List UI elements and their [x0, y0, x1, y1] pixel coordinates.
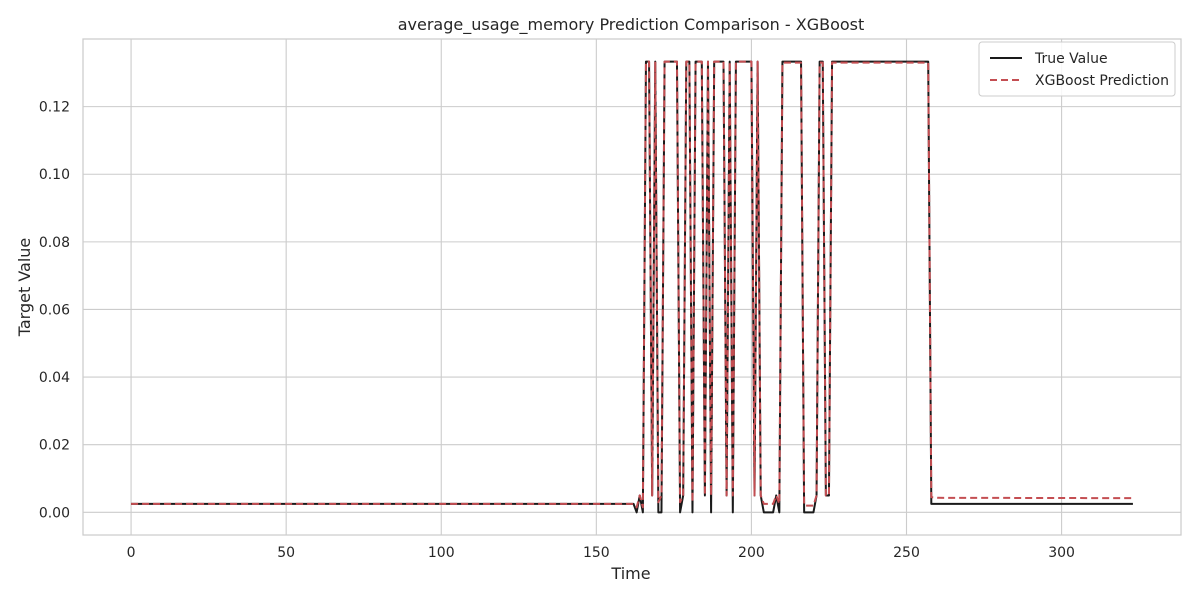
y-tick-label: 0.00: [39, 505, 70, 521]
y-tick-label: 0.12: [39, 100, 70, 116]
x-tick-label: 200: [738, 545, 765, 561]
y-tick-label: 0.08: [39, 235, 70, 251]
x-tick-label: 250: [893, 545, 920, 561]
x-tick-label: 100: [428, 545, 455, 561]
legend-label-true-value: True Value: [1034, 51, 1108, 67]
y-tick-label: 0.02: [39, 438, 70, 454]
chart-title: average_usage_memory Prediction Comparis…: [398, 15, 865, 35]
plot-frame: [82, 38, 1182, 536]
x-tick-label: 0: [127, 545, 136, 561]
x-axis-label: Time: [610, 564, 650, 583]
y-axis-ticks: 0.00 0.02 0.04 0.06 0.08 0.10 0.12: [39, 100, 70, 522]
y-tick-label: 0.06: [39, 302, 70, 318]
series-layer: [131, 60, 1133, 514]
legend-box: [978, 41, 1176, 97]
x-axis-ticks: 0 50 100 150 200 250 300: [127, 545, 1075, 561]
series-line-xgboost-prediction: [131, 60, 1133, 509]
y-tick-label: 0.10: [39, 167, 70, 183]
x-tick-label: 150: [583, 545, 610, 561]
series-line-true-value: [131, 60, 1133, 514]
legend-label-xgboost-prediction: XGBoost Prediction: [1035, 73, 1169, 89]
x-tick-label: 300: [1048, 545, 1075, 561]
grid: [83, 39, 1181, 535]
y-tick-label: 0.04: [39, 370, 70, 386]
x-tick-label: 50: [277, 545, 295, 561]
y-axis-label: Target Value: [15, 238, 34, 338]
legend: True Value XGBoost Prediction: [978, 41, 1176, 97]
